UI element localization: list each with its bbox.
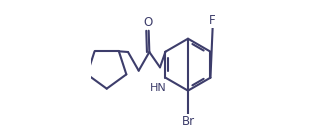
Text: HN: HN	[150, 83, 167, 93]
Text: O: O	[143, 16, 153, 29]
Text: F: F	[209, 14, 216, 27]
Text: Br: Br	[181, 115, 195, 128]
